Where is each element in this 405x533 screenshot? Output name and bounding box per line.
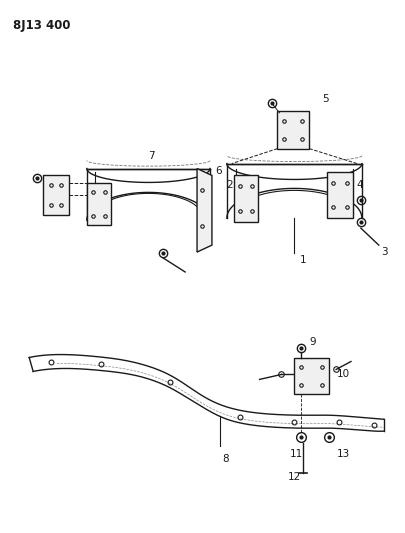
Polygon shape — [233, 175, 257, 222]
Polygon shape — [294, 358, 328, 394]
Polygon shape — [277, 111, 309, 149]
Polygon shape — [326, 173, 352, 218]
Text: 8J13 400: 8J13 400 — [13, 19, 70, 33]
Text: 13: 13 — [336, 449, 350, 459]
Text: 11: 11 — [289, 449, 302, 459]
Text: 8: 8 — [221, 454, 228, 464]
Text: 5: 5 — [322, 94, 328, 104]
Polygon shape — [87, 183, 111, 225]
Text: 9: 9 — [309, 337, 315, 346]
Text: 4: 4 — [355, 181, 362, 190]
Polygon shape — [196, 168, 211, 252]
Text: 3: 3 — [380, 247, 386, 257]
Text: 7: 7 — [148, 151, 155, 160]
Text: 12: 12 — [287, 472, 300, 482]
Text: 6: 6 — [214, 166, 221, 175]
Text: 1: 1 — [298, 255, 305, 265]
Text: 10: 10 — [336, 369, 350, 379]
Text: 2: 2 — [225, 181, 232, 190]
Polygon shape — [43, 175, 69, 215]
